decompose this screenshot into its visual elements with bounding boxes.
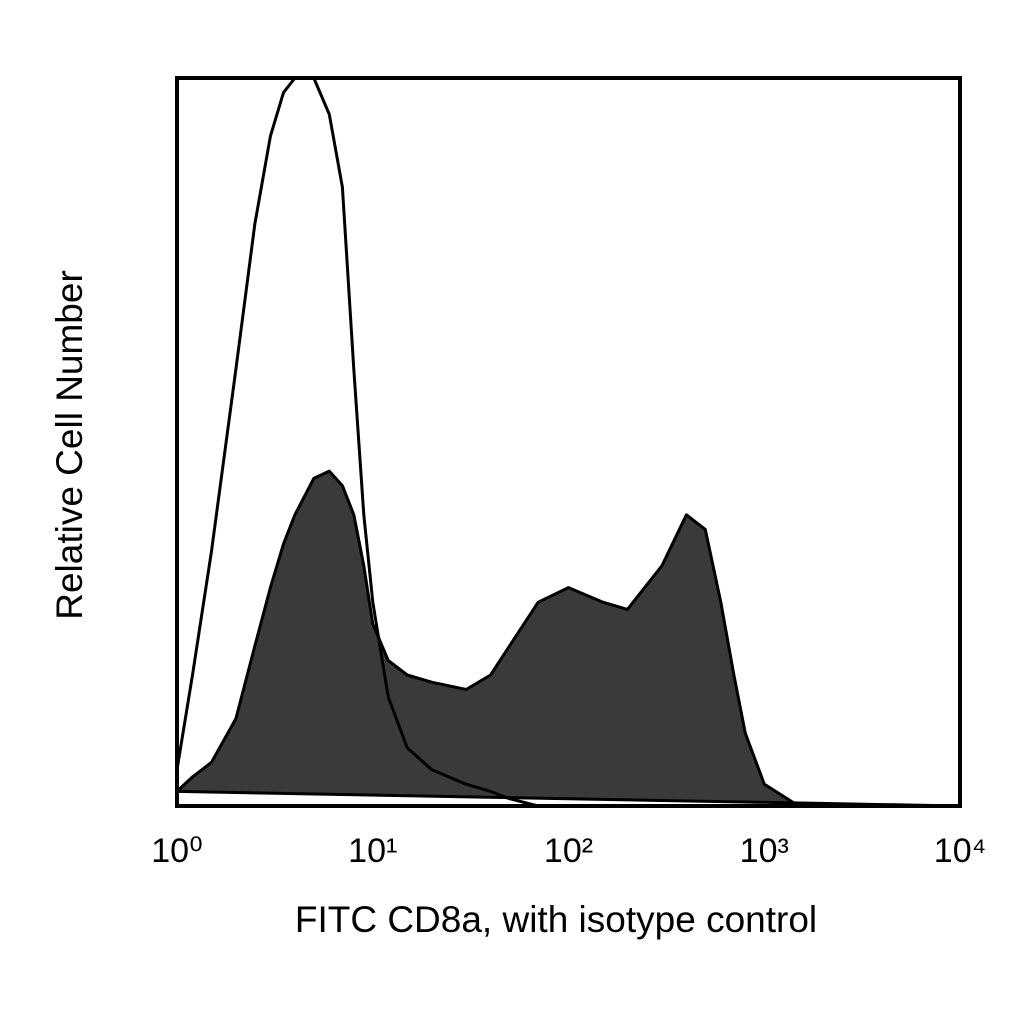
filled-histogram [175, 469, 962, 808]
x-tick-label: 10⁴ [934, 832, 986, 870]
plot-frame [175, 76, 962, 808]
x-tick-label: 10¹ [348, 832, 397, 870]
x-axis-label: FITC CD8a, with isotype control [295, 899, 817, 940]
x-tick-label: 10³ [740, 832, 789, 870]
x-tick-label: 10⁰ [151, 832, 202, 870]
x-tick-label: 10² [544, 832, 593, 870]
y-axis-label: Relative Cell Number [49, 270, 90, 620]
